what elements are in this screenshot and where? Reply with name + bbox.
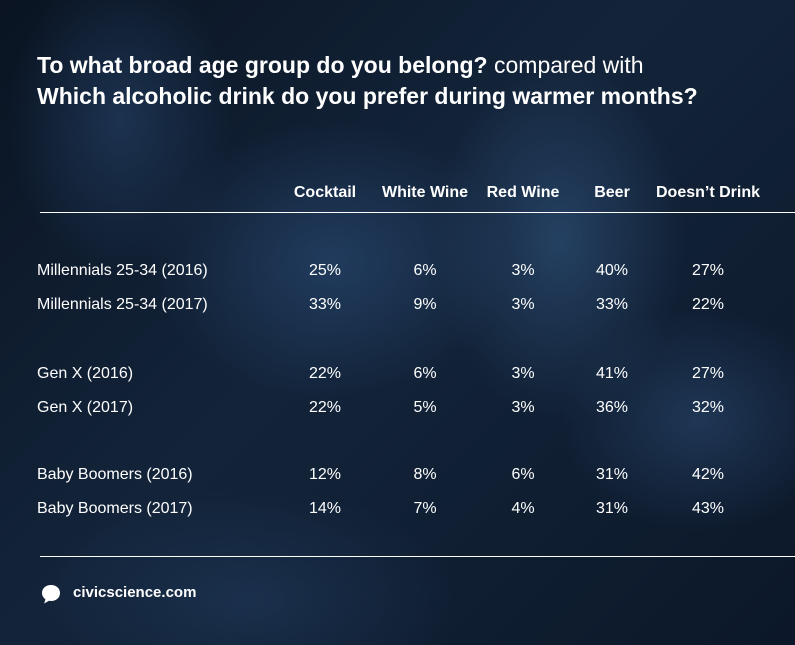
row-label: Millennials 25-34 (2016) (37, 262, 208, 279)
table-cell: 6% (413, 262, 437, 279)
table-cell: 27% (691, 262, 725, 279)
table-cell: 9% (413, 296, 437, 313)
table-cell: 31% (595, 500, 629, 517)
table-cell: 43% (691, 500, 725, 517)
row-label: Baby Boomers (2017) (37, 500, 193, 517)
column-header: Cocktail (293, 184, 357, 201)
table-cell: 36% (595, 399, 629, 416)
table-cell: 22% (308, 399, 342, 416)
table-cell: 6% (511, 466, 535, 483)
table-cell: 3% (511, 365, 535, 382)
header-rule (40, 212, 795, 213)
column-header: Red Wine (486, 184, 560, 201)
table-cell: 6% (413, 365, 437, 382)
column-header: Beer (594, 184, 630, 201)
title-connector: compared with (487, 52, 644, 78)
table-cell: 8% (413, 466, 437, 483)
table-cell: 42% (691, 466, 725, 483)
row-label: Millennials 25-34 (2017) (37, 296, 208, 313)
table-cell: 33% (595, 296, 629, 313)
table-cell: 22% (308, 365, 342, 382)
brand-label: civicscience.com (73, 584, 197, 601)
row-label: Baby Boomers (2016) (37, 466, 193, 483)
title-question-1: To what broad age group do you belong? (37, 52, 488, 78)
table-cell: 27% (691, 365, 725, 382)
table-cell: 3% (511, 296, 535, 313)
column-header: White Wine (381, 184, 469, 201)
row-label: Gen X (2017) (37, 399, 134, 416)
table-cell: 22% (691, 296, 725, 313)
row-label: Gen X (2016) (37, 365, 134, 382)
table-cell: 4% (511, 500, 535, 517)
table-cell: 32% (691, 399, 725, 416)
title-question-2: Which alcoholic drink do you prefer duri… (37, 83, 698, 109)
table-cell: 12% (308, 466, 342, 483)
table-cell: 31% (595, 466, 629, 483)
chart-title: To what broad age group do you belong? c… (37, 50, 777, 112)
table-cell: 7% (413, 500, 437, 517)
footer-rule (40, 556, 795, 557)
table-cell: 14% (308, 500, 342, 517)
table-cell: 41% (595, 365, 629, 382)
table-cell: 33% (308, 296, 342, 313)
speech-bubble-icon (42, 585, 60, 604)
table-cell: 3% (511, 399, 535, 416)
table-cell: 25% (308, 262, 342, 279)
table-cell: 40% (595, 262, 629, 279)
table-cell: 5% (413, 399, 437, 416)
column-header: Doesn’t Drink (655, 184, 761, 201)
table-cell: 3% (511, 262, 535, 279)
